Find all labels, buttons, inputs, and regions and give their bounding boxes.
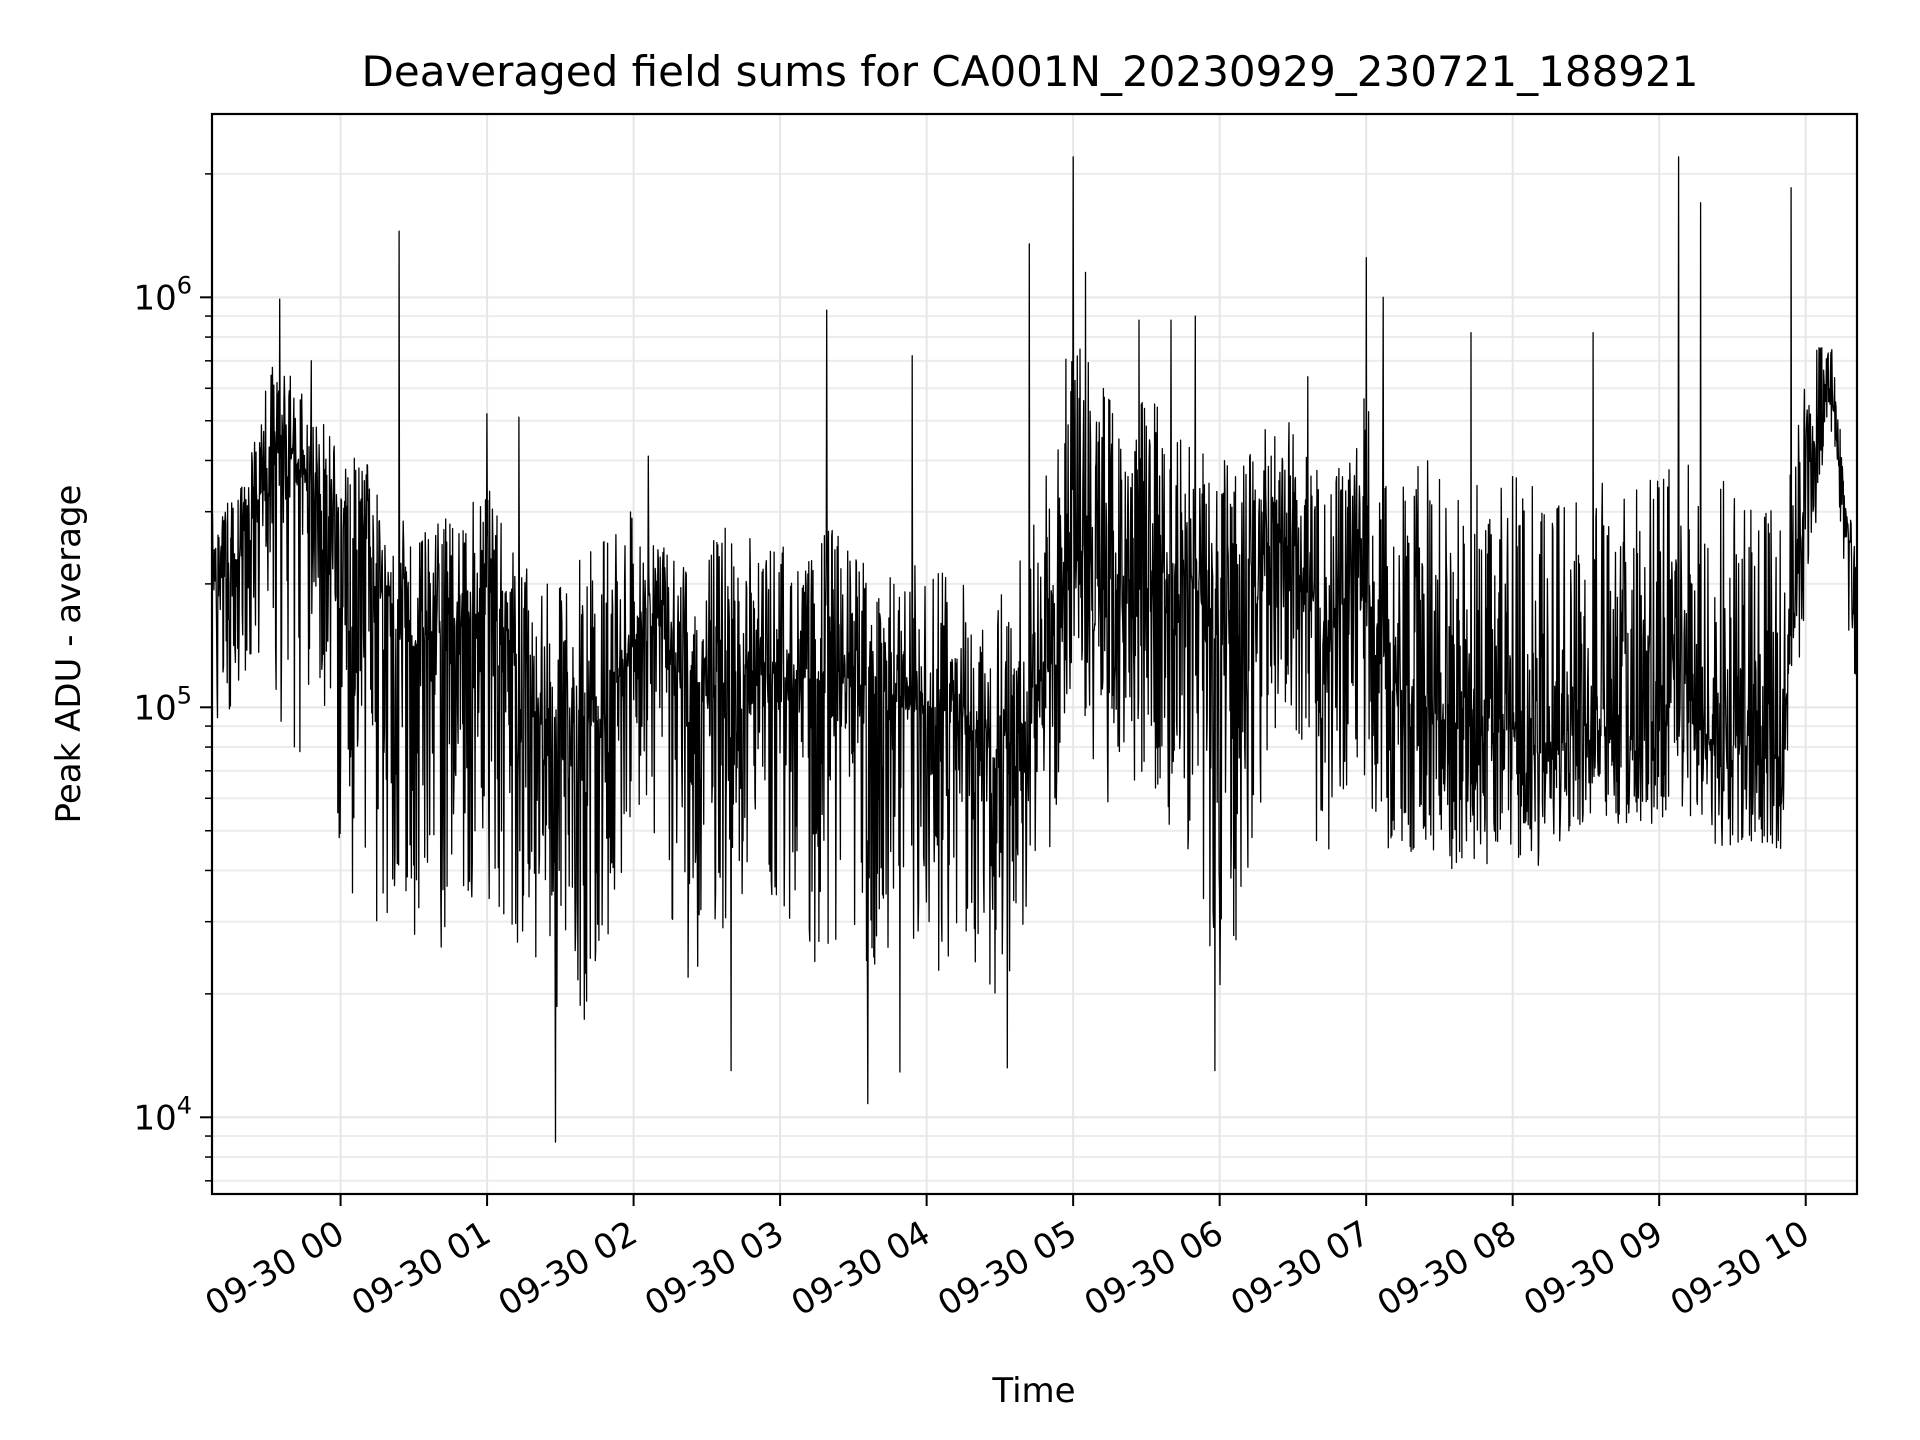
plot-frame <box>210 112 1859 1196</box>
y-tick-label-exponent: 4 <box>177 1091 192 1119</box>
x-axis-label: Time <box>991 1371 1075 1411</box>
y-tick-label-base: 10 <box>133 688 176 728</box>
y-axis-label: Peak ADU - average <box>49 485 89 824</box>
chart-title: Deaveraged field sums for CA001N_2023092… <box>362 47 1699 96</box>
y-tick-label-exponent: 5 <box>177 681 192 709</box>
y-tick-label-base: 10 <box>133 1098 176 1138</box>
y-tick-label-base: 10 <box>133 278 176 318</box>
y-tick-label: 106 <box>133 271 192 318</box>
y-tick-label: 104 <box>133 1091 192 1138</box>
y-tick-label: 105 <box>133 681 192 728</box>
series-layer <box>211 156 1858 1143</box>
y-tick-label-exponent: 6 <box>177 271 192 299</box>
series-line <box>211 156 1858 1143</box>
